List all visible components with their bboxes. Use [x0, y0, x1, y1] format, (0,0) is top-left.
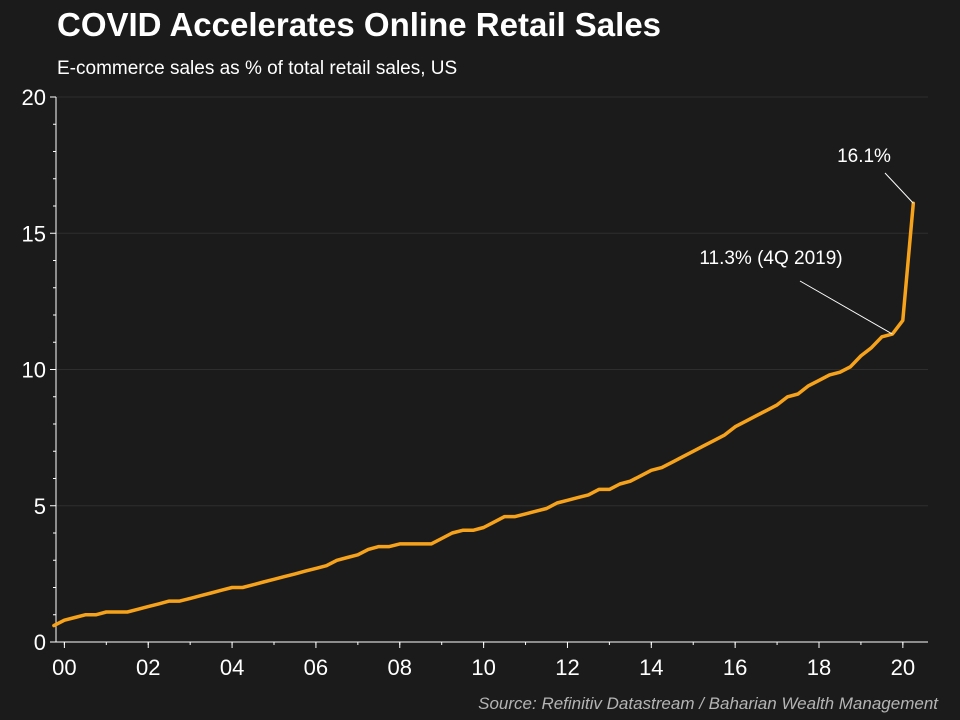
- annotation-label: 11.3% (4Q 2019): [699, 248, 842, 269]
- annotations: 16.1% 11.3% (4Q 2019): [699, 146, 914, 335]
- y-tick-label: 10: [22, 358, 46, 383]
- y-tick-label: 15: [22, 221, 46, 246]
- x-tick-label: 04: [220, 655, 244, 680]
- x-tick-label: 02: [136, 655, 160, 680]
- series-line: [52, 201, 916, 628]
- series-group: [52, 201, 916, 628]
- y-axis-ticks: 0 5 10 15 20: [22, 85, 56, 655]
- x-tick-label: 16: [723, 655, 747, 680]
- y-tick-label: 20: [22, 85, 46, 110]
- x-tick-label: 10: [471, 655, 495, 680]
- x-tick-label: 12: [555, 655, 579, 680]
- x-tick-label: 14: [639, 655, 663, 680]
- gridlines: [56, 96, 928, 507]
- annotation-leader: [884, 172, 914, 204]
- x-tick-label: 18: [807, 655, 831, 680]
- annotation-label: 16.1%: [837, 146, 891, 167]
- x-axis-ticks: 00 02 04 06 08 10 12 14 16 18 20: [52, 642, 915, 680]
- source-note: Source: Refinitiv Datastream / Baharian …: [478, 694, 938, 713]
- chart-title: COVID Accelerates Online Retail Sales: [57, 6, 662, 43]
- x-tick-label: 06: [304, 655, 328, 680]
- x-tick-label: 00: [52, 655, 76, 680]
- annotation-leader: [799, 280, 893, 335]
- chart-subtitle: E-commerce sales as % of total retail sa…: [57, 58, 458, 79]
- x-tick-label: 20: [891, 655, 915, 680]
- y-tick-label: 0: [34, 630, 46, 655]
- y-tick-label: 5: [34, 494, 46, 519]
- x-tick-label: 08: [388, 655, 412, 680]
